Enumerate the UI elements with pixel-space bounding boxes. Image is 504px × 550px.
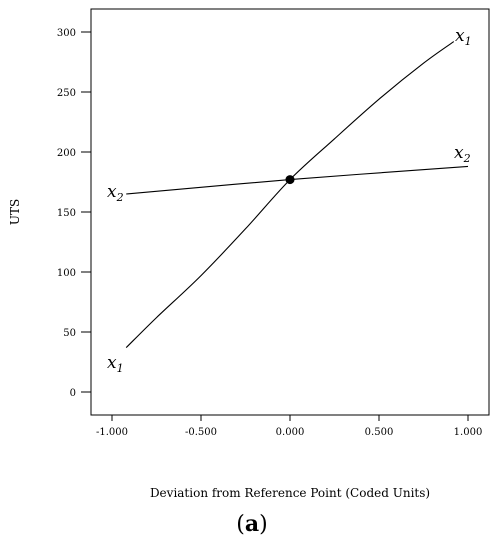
series-layer	[125, 41, 469, 348]
x-tick-label: 0.000	[276, 427, 305, 438]
series-1-label-base: x	[107, 353, 117, 373]
series-2-line	[126, 165, 469, 195]
series-1-label-subscript: 1	[117, 362, 124, 375]
series-1-label: x1	[455, 26, 472, 48]
reference-point-marker	[285, 175, 295, 185]
series-2-label: x2	[454, 143, 471, 165]
plot-frame	[90, 8, 490, 416]
series-2-label-base: x	[107, 182, 117, 202]
y-tick-label: 0	[70, 388, 76, 399]
y-tick-label: 250	[57, 88, 76, 99]
x-tick-label: 0.500	[365, 427, 394, 438]
x-axis-title: Deviation from Reference Point (Coded Un…	[150, 486, 430, 500]
y-tick-label: 300	[57, 28, 76, 39]
y-tick-label: 50	[63, 328, 76, 339]
y-tick-label: 150	[57, 208, 76, 219]
series-2-label-base: x	[454, 143, 464, 163]
series-1-label: x1	[107, 353, 124, 375]
y-axis-ticks: 0 50 100 150 200 250 300	[57, 28, 91, 399]
series-1-label-subscript: 1	[465, 35, 472, 48]
x-axis-ticks: -1.000 -0.500 0.000 0.500 1.000	[96, 415, 482, 438]
y-tick-label: 100	[57, 268, 76, 279]
y-axis-title: UTS	[8, 199, 22, 225]
panel-label-open: (	[236, 512, 245, 537]
y-tick-label: 200	[57, 148, 76, 159]
series-2-label-subscript: 2	[463, 152, 471, 165]
x-tick-label: 1.000	[454, 427, 483, 438]
x-tick-label: -1.000	[96, 427, 128, 438]
series-2-label-subscript: 2	[116, 191, 124, 204]
series-2-label: x2	[107, 182, 124, 204]
series-1-line	[125, 41, 455, 348]
series-1-label-base: x	[455, 26, 465, 46]
panel-label: (a)	[236, 511, 267, 537]
x-tick-label: -0.500	[185, 427, 217, 438]
panel-label-close: )	[259, 512, 268, 537]
panel-label-letter: a	[245, 511, 259, 537]
